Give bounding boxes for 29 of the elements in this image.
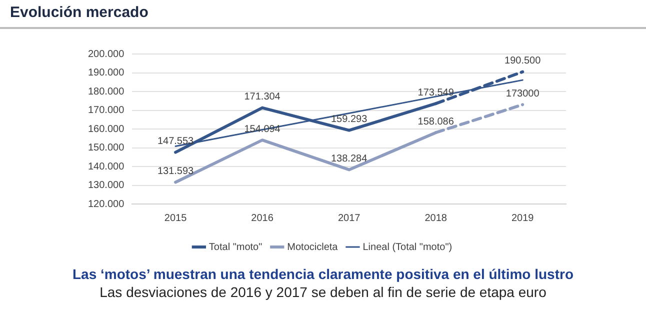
data-label: 147.553	[157, 136, 194, 148]
y-tick-label: 150.000	[88, 142, 125, 154]
y-tick-label: 130.000	[88, 180, 125, 191]
data-label: 138.284	[330, 153, 368, 164]
y-tick-label: 190.000	[88, 68, 125, 78]
text: Las ‘motos’ muestran una tendencia claramente positiva en el último lustro	[71, 266, 575, 282]
data-label: 158.086	[418, 116, 454, 128]
data-label: 131.593	[157, 166, 194, 178]
y-tick-label: 200.000	[88, 48, 125, 60]
legend-label: Total "moto"	[208, 242, 263, 253]
data-label: 173.549	[418, 87, 454, 98]
y-tick-label: 140.000	[88, 161, 125, 172]
legend-label: Motocicleta	[287, 242, 338, 253]
y-tick-label: 160.000	[88, 124, 125, 135]
chart-title: Evolución mercado	[10, 4, 148, 21]
text: Las desviaciones de 2016 y 2017 se deben al fin de serie de etapa euro	[98, 284, 548, 300]
y-tick-label: 180.000	[88, 86, 125, 98]
x-tick-label: 2015	[164, 212, 188, 224]
x-tick-label: 2017	[338, 212, 361, 224]
x-tick-label: 2018	[424, 212, 448, 224]
data-label: 173000	[506, 88, 540, 100]
y-tick-label: 170.000	[88, 105, 125, 116]
x-tick-label: 2019	[511, 212, 534, 224]
data-label: 190.500	[504, 56, 542, 67]
data-label: 159.293	[330, 114, 368, 126]
y-tick-label: 120.000	[88, 198, 125, 210]
x-tick-label: 2016	[251, 212, 274, 224]
data-label: 171.304	[244, 92, 281, 103]
legend-label: Lineal (Total "moto")	[362, 242, 452, 253]
